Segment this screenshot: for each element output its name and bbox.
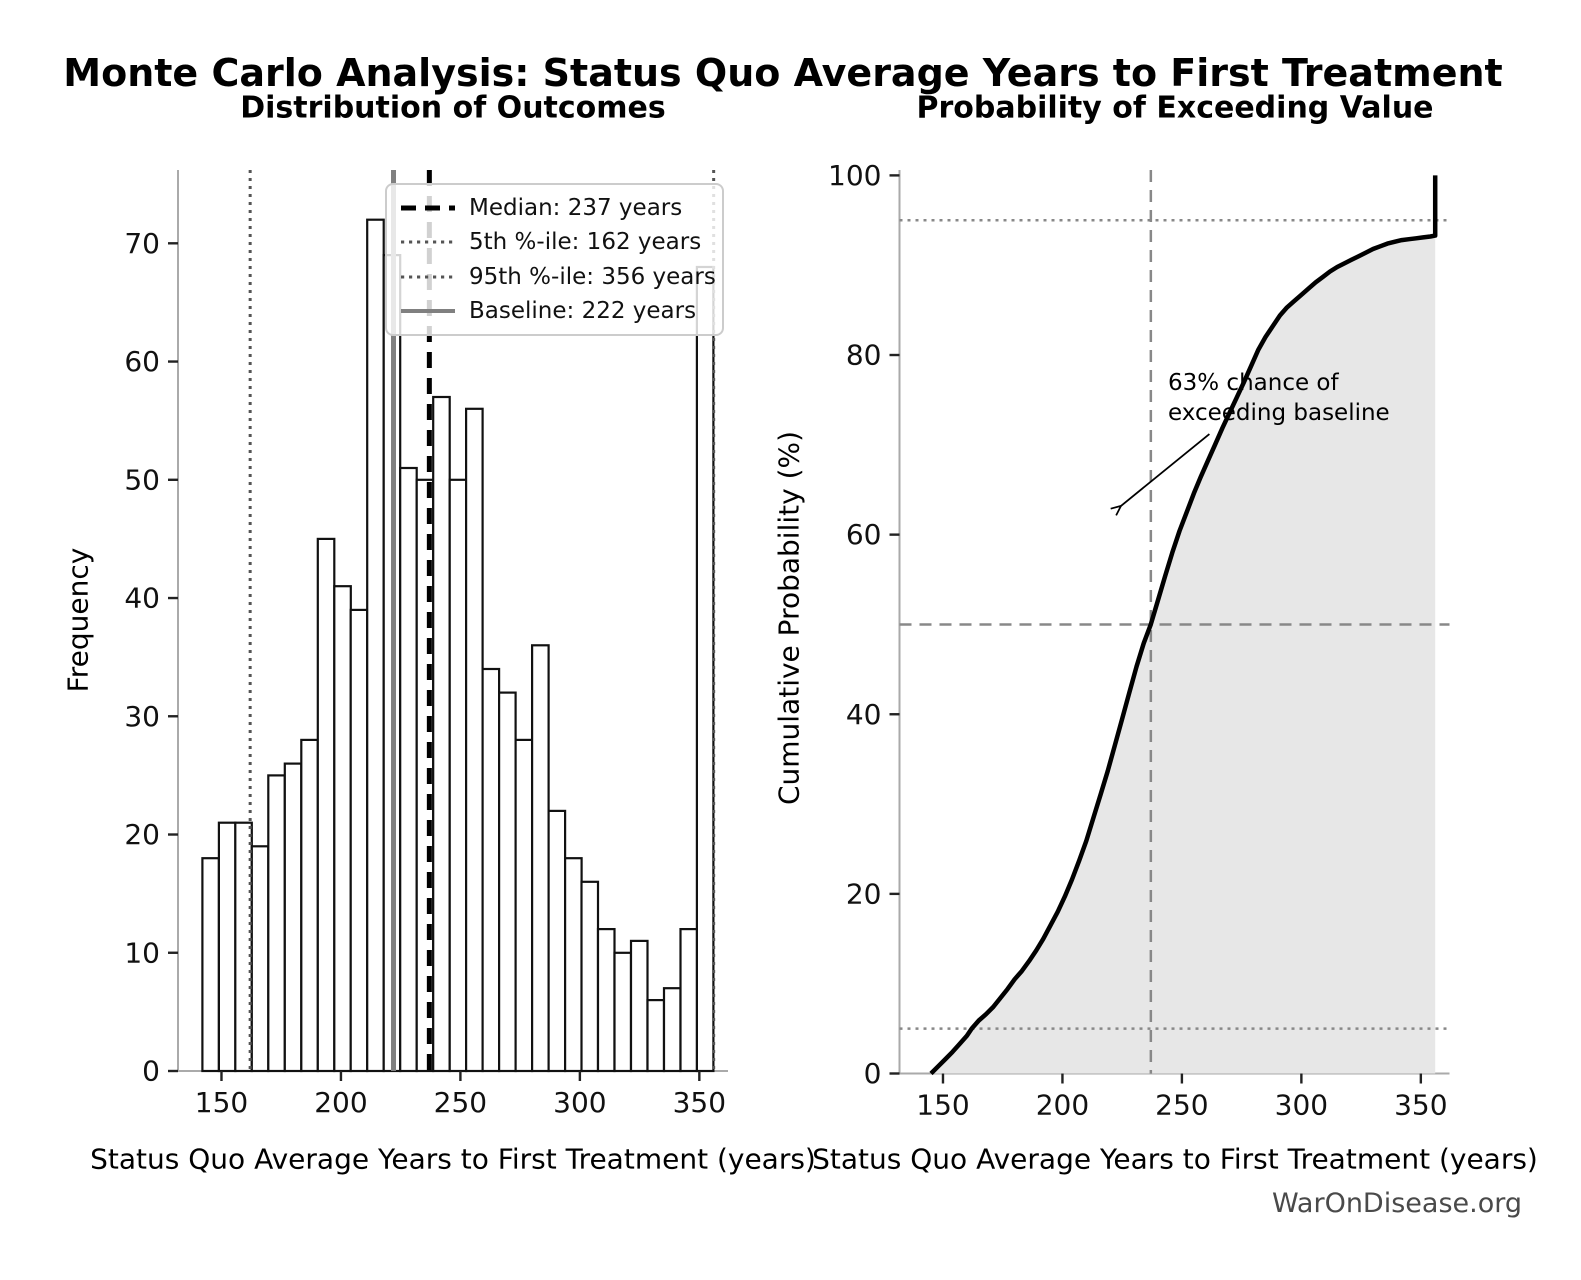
legend-item-baseline: Baseline: 222 years (399, 298, 710, 324)
y-tick-label: 40 (846, 698, 882, 731)
y-tick-label: 60 (124, 345, 160, 378)
x-tick-label: 150 (195, 1086, 248, 1119)
histogram-bar (695, 265, 715, 1073)
y-tick-label: 50 (124, 463, 160, 496)
legend-label: 95th %-ile: 356 years (469, 263, 716, 290)
histogram-bar (250, 845, 270, 1073)
histogram-bar (465, 407, 484, 1073)
histogram-bar (448, 478, 468, 1073)
histogram-bar (399, 466, 418, 1073)
x-tick-label: 150 (916, 1088, 969, 1121)
y-tick-label: 70 (124, 227, 160, 260)
x-tick-label: 350 (1394, 1088, 1447, 1121)
histogram-bar (283, 762, 303, 1073)
x-tick-label: 200 (1036, 1088, 1089, 1121)
histogram-bar (333, 585, 352, 1073)
y-tick-label: 0 (864, 1057, 882, 1090)
y-tick-label: 60 (846, 518, 882, 551)
histogram-bar (629, 939, 649, 1073)
annotation-63-percent: 63% chance of exceeding baseline (1168, 368, 1390, 428)
cdf-shaded-area (931, 235, 1436, 1074)
y-tick-label: 40 (124, 582, 160, 615)
histogram-bar (432, 395, 451, 1073)
histogram-bar (498, 691, 517, 1073)
x-tick-label: 200 (314, 1086, 367, 1119)
left-x-axis-label: Status Quo Average Years to First Treatm… (90, 1142, 816, 1176)
legend: Median: 237 years 5th %-ile: 162 years 9… (385, 183, 724, 336)
annotation-line-1: 63% chance of (1168, 370, 1339, 396)
histogram-bar (316, 537, 336, 1073)
y-tick-label: 80 (846, 339, 882, 372)
legend-label: Median: 237 years (469, 195, 683, 222)
y-tick-label: 0 (142, 1055, 160, 1088)
histogram-bar (646, 998, 666, 1073)
annotation-line-2: exceeding baseline (1168, 400, 1390, 426)
histogram-bar (530, 644, 550, 1073)
histogram-bar (514, 738, 534, 1073)
histogram-bar (201, 857, 220, 1073)
y-tick-label: 30 (124, 700, 160, 733)
histogram-bar (217, 821, 237, 1073)
y-tick-label: 10 (124, 936, 160, 969)
cdf-curve (929, 175, 1438, 1076)
histogram-bar (679, 927, 699, 1073)
right-y-axis-label: Cumulative Probability (%) (772, 430, 806, 806)
figure-title: Monte Carlo Analysis: Status Quo Average… (63, 51, 1503, 95)
annotation-arrow (1110, 433, 1210, 516)
histogram-bar (349, 608, 369, 1073)
legend-line-solid-icon (401, 308, 455, 313)
y-tick-label: 20 (124, 818, 160, 851)
histogram-bar (596, 927, 616, 1073)
histogram-bar (563, 857, 583, 1073)
y-tick-label: 20 (846, 877, 882, 910)
legend-label: 5th %-ile: 162 years (469, 229, 702, 256)
legend-line-dotted-icon (401, 275, 455, 279)
legend-item-median: Median: 237 years (399, 195, 710, 221)
footer-watermark: WarOnDisease.org (1271, 1188, 1522, 1219)
histogram-bar (481, 667, 501, 1073)
x-tick-label: 250 (1155, 1088, 1208, 1121)
left-plot-title: Distribution of Outcomes (240, 90, 666, 126)
legend-line-dashed-icon (401, 205, 455, 211)
right-x-axis-label: Status Quo Average Years to First Treatm… (812, 1142, 1538, 1176)
legend-item-95th-percentile: 95th %-ile: 356 years (399, 264, 716, 290)
histogram-bar (613, 951, 633, 1073)
legend-item-5th-percentile: 5th %-ile: 162 years (399, 229, 710, 255)
histogram-bar (547, 809, 567, 1073)
x-tick-label: 300 (1275, 1088, 1328, 1121)
histogram-bar (267, 774, 286, 1073)
x-tick-label: 250 (434, 1086, 487, 1119)
right-plot-title: Probability of Exceeding Value (916, 90, 1434, 126)
histogram-bar (300, 738, 319, 1073)
x-tick-label: 300 (553, 1086, 606, 1119)
x-tick-label: 350 (673, 1086, 726, 1119)
legend-line-dotted-icon (401, 240, 455, 244)
y-tick-label: 100 (828, 159, 881, 192)
histogram-bar (580, 880, 600, 1073)
histogram-bar (662, 987, 682, 1073)
histogram-bar (366, 218, 385, 1073)
legend-label: Baseline: 222 years (469, 297, 697, 324)
left-y-axis-label: Frequency (61, 547, 95, 693)
